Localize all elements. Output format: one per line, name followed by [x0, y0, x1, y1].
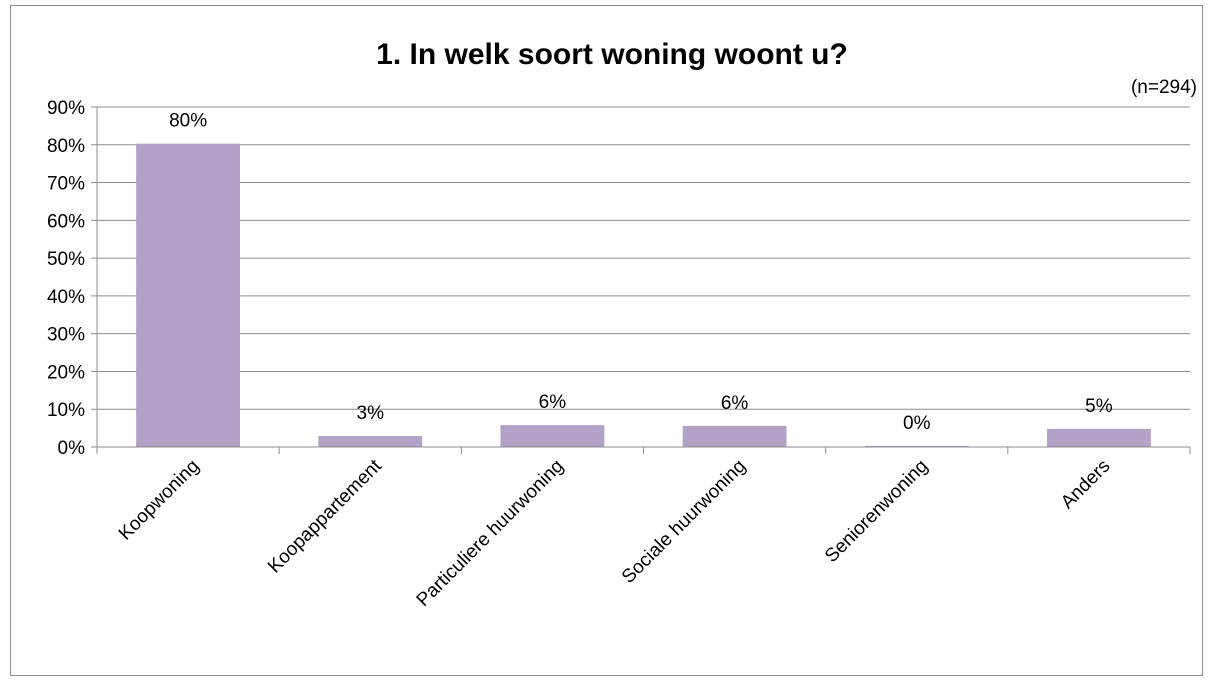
category-label: Sociale huurwoning — [618, 456, 750, 588]
data-label: 3% — [357, 403, 385, 424]
data-label: 6% — [539, 392, 567, 413]
data-label: 0% — [903, 413, 931, 434]
y-tick-label: 70% — [47, 174, 85, 195]
y-tick-label: 0% — [58, 438, 86, 459]
data-label: 5% — [1085, 396, 1113, 417]
category-label: Koopappartement — [264, 455, 386, 577]
category-label: Anders — [1057, 456, 1114, 513]
bar — [500, 425, 605, 447]
y-tick-label: 80% — [47, 136, 85, 157]
y-tick-label: 30% — [47, 325, 85, 346]
category-label: Particuliere huurwoning — [413, 456, 568, 611]
category-label: Koopwoning — [115, 456, 204, 545]
y-tick-label: 10% — [47, 400, 85, 421]
chart-title: 1. In welk soort woning woont u? — [376, 38, 848, 71]
bar — [318, 436, 423, 447]
data-label: 6% — [721, 393, 749, 414]
bar — [1046, 428, 1151, 447]
bars — [136, 143, 1151, 447]
category-label: Seniorenwoning — [821, 456, 932, 567]
bar — [864, 445, 969, 447]
data-labels: 80% 3% 6% 6% 0% 5% — [169, 111, 1113, 434]
y-tick-label: 50% — [47, 249, 85, 270]
y-tick-label: 40% — [47, 287, 85, 308]
data-label: 80% — [169, 111, 207, 132]
gridlines — [97, 106, 1190, 410]
y-tick-label: 60% — [47, 211, 85, 232]
category-labels: Koopwoning Koopappartement Particuliere hu… — [115, 455, 1115, 611]
axes — [91, 106, 1191, 454]
y-tick-label: 20% — [47, 362, 85, 383]
bar — [682, 425, 787, 447]
y-tick-labels: 0% 10% 20% 30% 40% 50% 60% 70% 80% 90% — [47, 98, 85, 459]
bar — [136, 143, 241, 447]
sample-size-note: (n=294) — [1131, 77, 1197, 98]
y-tick-label: 90% — [47, 98, 85, 119]
